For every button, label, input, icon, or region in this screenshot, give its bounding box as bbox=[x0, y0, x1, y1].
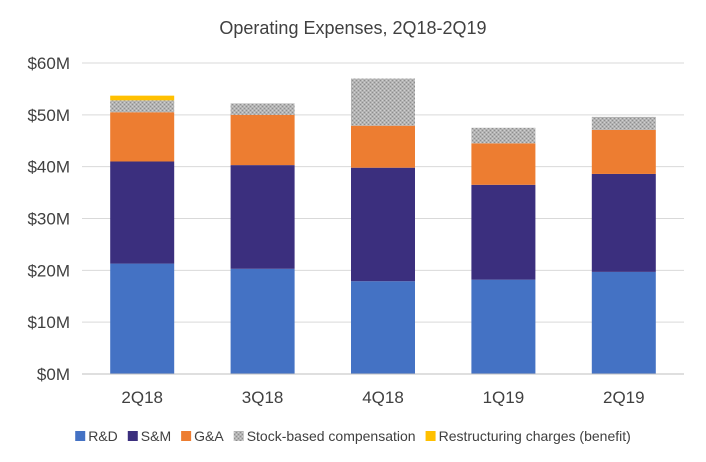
bar-restructuring-charges-benefit-2q18 bbox=[110, 95, 175, 101]
legend-swatch bbox=[127, 431, 138, 441]
x-tick-label: 2Q18 bbox=[121, 388, 163, 407]
legend-swatch bbox=[75, 431, 86, 441]
bar-s-m-1q19 bbox=[471, 184, 536, 280]
bar-stock-based-compensation-4q18 bbox=[351, 78, 415, 126]
bar-s-m-3q18 bbox=[230, 165, 295, 269]
bar-g-a-2q19 bbox=[591, 129, 656, 174]
bar-r-d-2q19 bbox=[591, 271, 656, 374]
bar-g-a-3q18 bbox=[230, 114, 295, 166]
bar-r-d-4q18 bbox=[351, 281, 415, 374]
legend-label: Stock-based compensation bbox=[247, 428, 416, 444]
legend-item-g-a: G&A bbox=[181, 428, 224, 444]
chart-title: Operating Expenses, 2Q18-2Q19 bbox=[219, 18, 486, 38]
x-tick-label: 4Q18 bbox=[362, 388, 404, 407]
bar-r-d-3q18 bbox=[230, 268, 295, 374]
bar-stock-based-compensation-1q19 bbox=[471, 127, 536, 144]
legend-label: Restructuring charges (benefit) bbox=[439, 428, 631, 444]
x-tick-label: 2Q19 bbox=[603, 388, 645, 407]
legend-label: S&M bbox=[141, 428, 171, 444]
bar-s-m-2q18 bbox=[110, 161, 175, 264]
bar-g-a-4q18 bbox=[351, 125, 415, 168]
bar-s-m-2q19 bbox=[591, 173, 656, 272]
legend-swatch bbox=[181, 431, 192, 441]
bar-g-a-2q18 bbox=[110, 112, 175, 162]
y-tick-label: $20M bbox=[27, 261, 70, 280]
bar-stock-based-compensation-3q18 bbox=[230, 103, 295, 115]
bar-r-d-2q18 bbox=[110, 263, 175, 374]
x-tick-label: 3Q18 bbox=[242, 388, 284, 407]
y-tick-label: $0M bbox=[37, 365, 70, 384]
legend-label: R&D bbox=[88, 428, 118, 444]
bars bbox=[110, 78, 656, 374]
bar-stock-based-compensation-2q19 bbox=[591, 116, 656, 130]
y-tick-label: $60M bbox=[27, 54, 70, 73]
legend: R&D S&M G&A Stock-based compensation Restruc… bbox=[75, 428, 631, 444]
y-tick-label: $10M bbox=[27, 313, 70, 332]
legend-label: G&A bbox=[194, 428, 224, 444]
bar-stock-based-compensation-2q18 bbox=[110, 100, 175, 113]
y-tick-label: $40M bbox=[27, 158, 70, 177]
y-tick-label: $50M bbox=[27, 106, 70, 125]
y-axis-ticks: $0M $10M $20M $30M $40M $50M $60M bbox=[27, 54, 70, 384]
x-tick-label: 1Q19 bbox=[483, 388, 525, 407]
legend-swatch bbox=[425, 431, 436, 441]
legend-item-restructuring-charges-benefit: Restructuring charges (benefit) bbox=[425, 428, 631, 444]
legend-item-s-m: S&M bbox=[127, 428, 171, 444]
bar-g-a-1q19 bbox=[471, 143, 536, 185]
legend-swatch bbox=[233, 431, 244, 441]
bar-s-m-4q18 bbox=[351, 167, 415, 282]
y-tick-label: $30M bbox=[27, 210, 70, 229]
x-axis-ticks: 2Q18 3Q18 4Q18 1Q19 2Q19 bbox=[121, 388, 644, 407]
legend-item-r-d: R&D bbox=[75, 428, 118, 444]
bar-r-d-1q19 bbox=[471, 279, 536, 374]
legend-item-stock-based-compensation: Stock-based compensation bbox=[233, 428, 416, 444]
